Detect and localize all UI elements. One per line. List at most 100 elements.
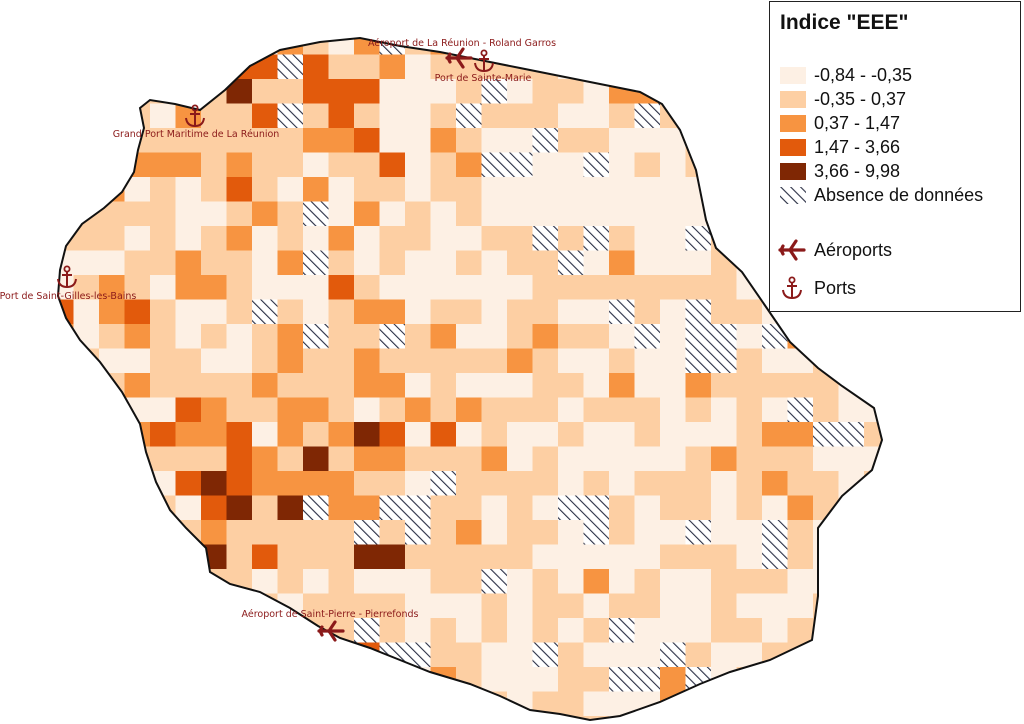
grid-cell — [507, 422, 533, 447]
grid-cell — [99, 103, 125, 129]
grid-cell — [150, 348, 176, 374]
grid-cell — [583, 128, 610, 153]
grid-cell — [226, 544, 253, 570]
grid-cell — [736, 38, 763, 55]
grid-cell — [609, 54, 635, 80]
grid-cell — [711, 152, 737, 178]
grid-cell — [226, 397, 253, 423]
grid-cell — [660, 569, 686, 594]
grid-cell — [532, 544, 559, 570]
grid-cell — [430, 128, 457, 153]
grid-cell — [430, 299, 457, 325]
grid-cell — [736, 103, 763, 129]
grid-cell — [813, 422, 839, 447]
grid-cell — [73, 103, 100, 129]
grid-cell — [379, 177, 406, 202]
grid-cell — [58, 593, 74, 619]
grid-cell — [456, 544, 482, 570]
grid-cell — [277, 691, 304, 717]
grid-cell — [405, 716, 431, 720]
port-saint-gilles-marker[interactable] — [57, 265, 77, 289]
grid-cell — [58, 397, 74, 423]
grid-cell — [150, 642, 176, 668]
grid-cell — [354, 667, 380, 692]
airport-roland-garros-marker[interactable] — [445, 47, 473, 69]
grid-cell — [405, 79, 431, 104]
grid-cell — [226, 250, 253, 276]
grid-cell — [787, 593, 814, 619]
grid-cell — [532, 716, 559, 720]
grid-cell — [405, 422, 431, 447]
grid-cell — [532, 593, 559, 619]
grid-cell — [73, 128, 100, 153]
grid-cell — [762, 471, 788, 496]
grid-cell — [175, 446, 202, 472]
grid-cell — [277, 152, 304, 178]
grid-cell — [558, 275, 584, 300]
grid-cell — [430, 471, 457, 496]
grid-cell — [430, 177, 457, 202]
grid-cell — [711, 348, 737, 374]
grid-cell — [736, 373, 763, 398]
grid-cell — [379, 716, 406, 720]
grid-cell — [736, 128, 763, 153]
grid-cell — [99, 495, 125, 521]
grid-cell — [558, 446, 584, 472]
grid-cell — [558, 299, 584, 325]
hatch-swatch — [780, 186, 806, 204]
grid-cell — [583, 275, 610, 300]
grid-cell — [685, 226, 712, 251]
grid-cell — [634, 422, 661, 447]
grid-cell — [328, 544, 355, 570]
legend-class-label: -0,84 - -0,35 — [814, 64, 913, 85]
airplane-icon — [778, 239, 806, 261]
grid-cell — [58, 54, 74, 80]
grid-cell — [532, 324, 559, 349]
grid-cell — [226, 691, 253, 717]
grid-cell — [124, 79, 151, 104]
grid-cell — [736, 152, 763, 178]
grid-cell — [762, 324, 788, 349]
grid-cell — [58, 128, 74, 153]
grid-cell — [430, 544, 457, 570]
grid-cell — [252, 324, 278, 349]
port-saint-gilles-label: Port de Saint-Gilles-les-Bains — [0, 291, 136, 302]
legend-swatch — [780, 114, 806, 132]
grid-cell — [762, 544, 788, 570]
grid-cell — [277, 569, 304, 594]
legend-class-label: -0,35 - 0,37 — [814, 88, 907, 109]
grid-cell — [507, 446, 533, 472]
grid-cell — [201, 373, 227, 398]
grid-cell — [99, 569, 125, 594]
grid-cell — [736, 422, 763, 447]
port-sainte-marie-marker[interactable] — [474, 49, 494, 73]
grid-cell — [685, 471, 712, 496]
grid-cell — [328, 373, 355, 398]
grid-cell — [252, 716, 278, 720]
grid-cell — [277, 128, 304, 153]
grid-cell — [609, 495, 635, 521]
grid-cell — [838, 642, 865, 668]
grand-port-marker[interactable] — [185, 104, 205, 128]
grid-cell — [226, 128, 253, 153]
grid-cell — [303, 446, 329, 472]
grid-cell — [583, 324, 610, 349]
grid-cell — [634, 38, 661, 55]
legend-swatch — [780, 66, 806, 84]
grid-cell — [787, 716, 814, 720]
grid-cell — [201, 397, 227, 423]
grid-cell — [354, 54, 380, 80]
grid-cell — [736, 667, 763, 692]
grid-cell — [456, 79, 482, 104]
grid-cell — [73, 446, 100, 472]
grid-cell — [736, 471, 763, 496]
grid-cell — [73, 471, 100, 496]
legend-ports-label: Ports — [814, 277, 857, 298]
grid-cell — [507, 177, 533, 202]
grid-cell — [379, 691, 406, 717]
grid-cell — [864, 618, 882, 643]
grid-cell — [558, 152, 584, 178]
grid-cell — [660, 177, 686, 202]
airport-pierrefonds-marker[interactable] — [317, 620, 345, 642]
